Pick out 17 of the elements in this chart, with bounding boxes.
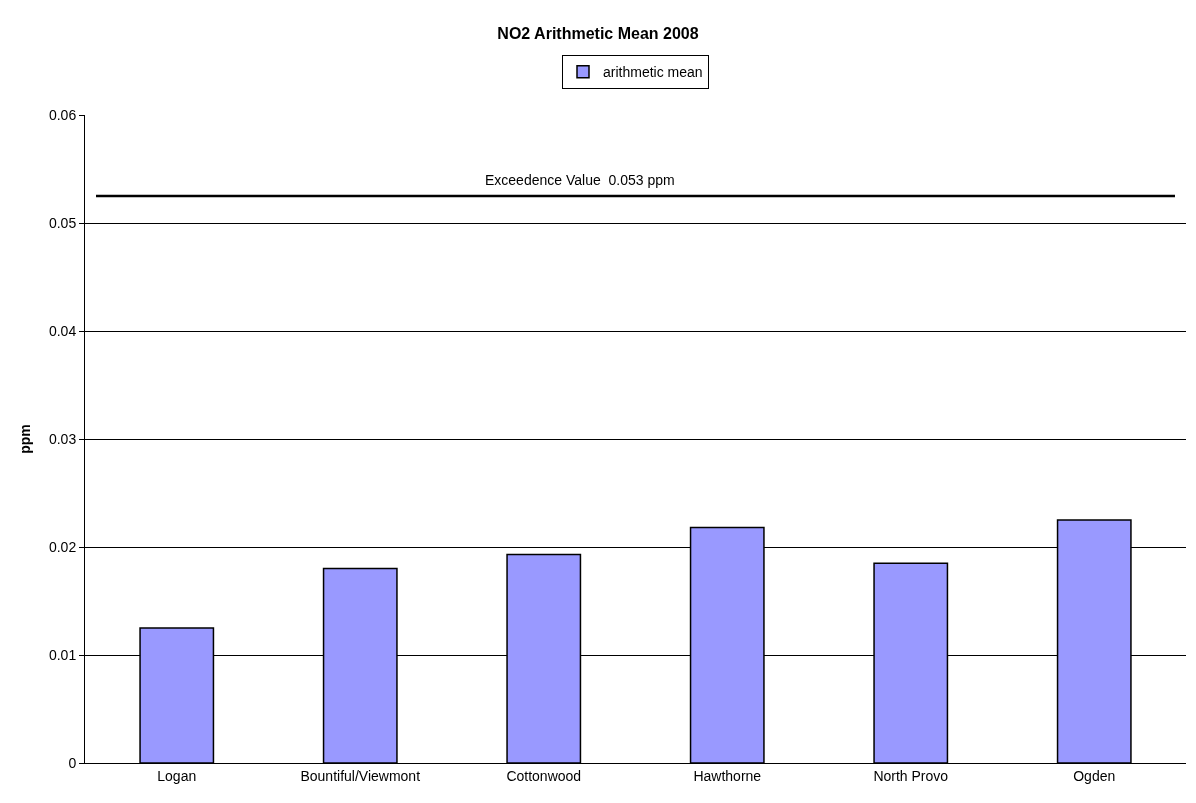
- x-tick-label: Logan: [157, 767, 197, 784]
- y-tick-label: 0.04: [48, 322, 77, 339]
- x-tick-label: Hawthorne: [693, 767, 762, 784]
- y-axis-title: ppm: [16, 424, 33, 454]
- y-tick-label: 0.06: [48, 106, 77, 123]
- y-tick-label: 0.01: [48, 646, 77, 663]
- ref-line-label: Exceedence Value 0.053 ppm: [485, 172, 675, 188]
- x-tick-label: Bountiful/Viewmont: [300, 767, 421, 784]
- y-tick-label: 0: [68, 754, 77, 771]
- legend-label: arithmetic mean: [603, 64, 703, 81]
- x-tick-label: Cottonwood: [506, 767, 582, 784]
- x-tick-label: North Provo: [873, 767, 949, 784]
- x-tick-label: Ogden: [1073, 767, 1116, 784]
- chart-title: NO2 Arithmetic Mean 2008: [497, 25, 699, 43]
- y-tick-label: 0.05: [48, 214, 77, 231]
- y-tick-label: 0.02: [48, 538, 77, 555]
- y-tick-label: 0.03: [48, 430, 77, 447]
